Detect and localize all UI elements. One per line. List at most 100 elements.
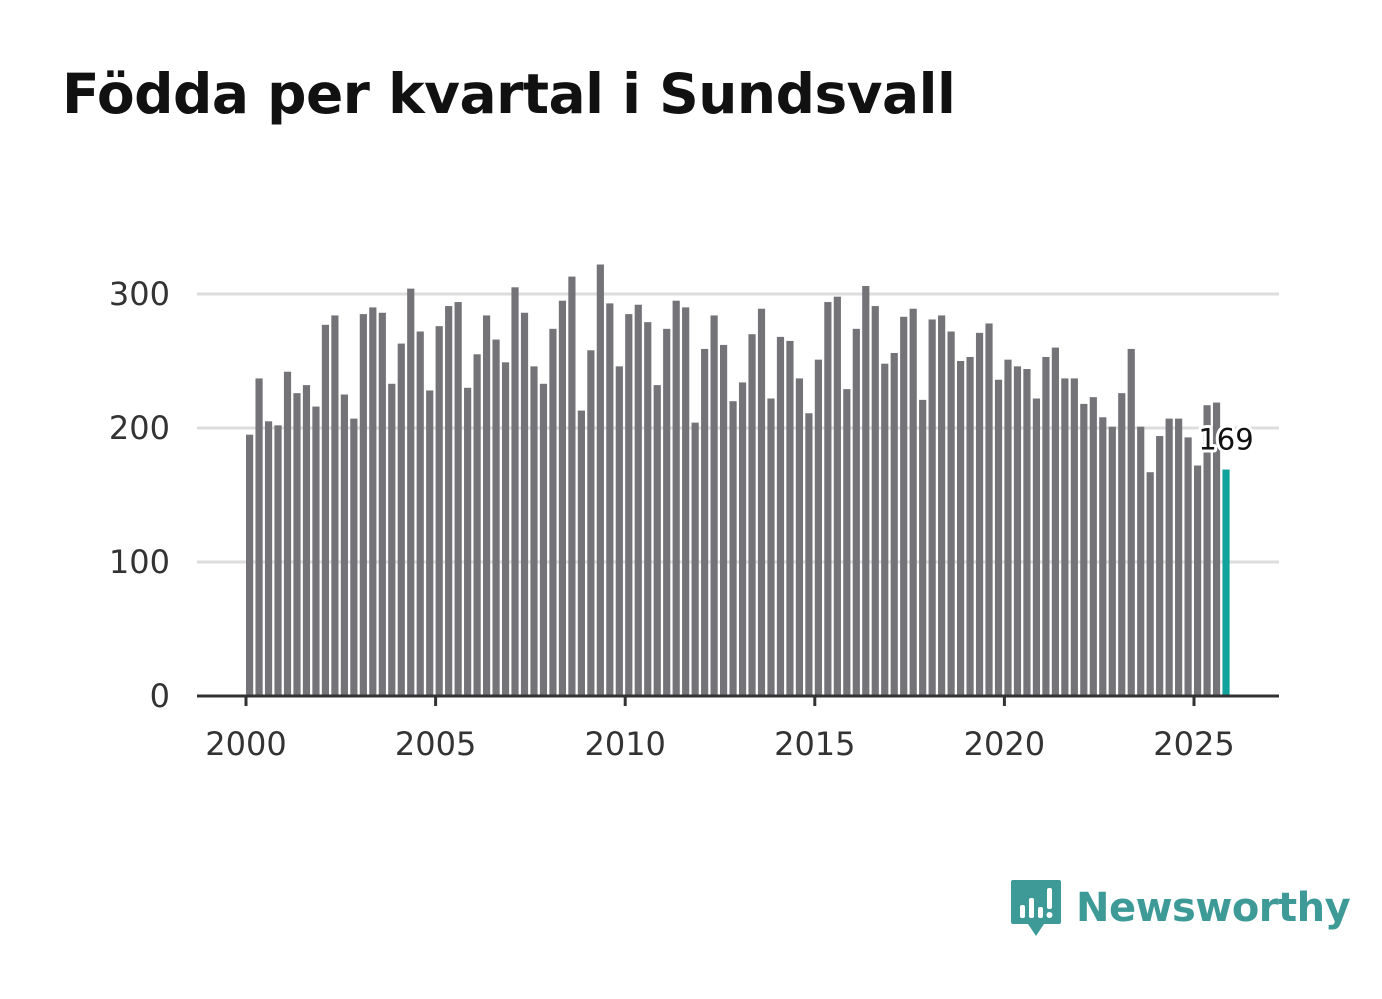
- bar: [824, 302, 832, 696]
- brand-name: Newsworthy: [1076, 885, 1351, 931]
- bar: [814, 359, 822, 696]
- bar: [321, 324, 330, 696]
- bar: [767, 398, 775, 696]
- bar: [492, 339, 500, 696]
- bar: [1070, 378, 1078, 696]
- bar-highlighted: [1222, 469, 1230, 696]
- bar: [691, 422, 699, 696]
- y-tick-label: 200: [109, 409, 170, 447]
- bar: [1146, 472, 1154, 696]
- bar: [738, 382, 747, 696]
- bar: [340, 394, 348, 696]
- y-tick-label: 100: [109, 543, 170, 581]
- bar: [483, 315, 491, 696]
- bar: [464, 387, 472, 696]
- bar: [701, 348, 709, 696]
- x-tick-label: 2020: [964, 725, 1045, 763]
- bar: [1061, 378, 1069, 696]
- bar: [520, 312, 529, 696]
- bar: [871, 306, 879, 696]
- bar: [748, 334, 756, 696]
- bar: [1099, 417, 1107, 696]
- bar: [350, 418, 358, 696]
- x-tick-label: 2010: [584, 725, 665, 763]
- bar: [1137, 426, 1145, 696]
- bar: [710, 315, 718, 696]
- bar: [283, 371, 292, 696]
- bar: [1032, 398, 1041, 696]
- bar: [1194, 465, 1202, 696]
- bar: [1042, 356, 1050, 696]
- bar: [663, 328, 671, 696]
- y-tick-label: 300: [109, 275, 170, 313]
- bar: [596, 264, 604, 696]
- bar: [653, 385, 661, 696]
- bar: [881, 363, 889, 696]
- bar: [293, 393, 301, 696]
- bar: [435, 326, 443, 696]
- bar: [909, 308, 917, 696]
- bar: [302, 385, 311, 696]
- bars: [246, 264, 1230, 696]
- bar: [985, 323, 993, 696]
- bar: [843, 389, 851, 696]
- bar: [928, 319, 936, 696]
- bar: [274, 425, 282, 696]
- bar: [445, 306, 453, 696]
- bar: [957, 361, 965, 696]
- bar: [786, 340, 794, 696]
- x-tick-label: 2015: [774, 725, 855, 763]
- last-value-label: 169: [1198, 423, 1253, 457]
- bar: [1165, 418, 1173, 696]
- bar: [1089, 397, 1097, 696]
- bar: [407, 288, 415, 696]
- bar: [682, 307, 690, 696]
- bar: [833, 296, 841, 696]
- bar: [1051, 347, 1059, 696]
- bar: [757, 308, 766, 696]
- bar: [558, 300, 567, 696]
- bar: [577, 410, 585, 696]
- bar: [539, 383, 548, 696]
- bar: [795, 378, 804, 696]
- bar: [966, 356, 974, 696]
- bar: [1184, 437, 1192, 696]
- bar: [1118, 393, 1126, 696]
- bar: [1004, 359, 1012, 696]
- bar: [416, 331, 424, 696]
- bar: [634, 304, 642, 696]
- bar: [606, 303, 614, 696]
- bar: [947, 331, 955, 696]
- bar: [264, 421, 273, 696]
- bar: [397, 343, 405, 696]
- bar: [644, 322, 652, 696]
- bar: [501, 362, 510, 696]
- bar: [312, 406, 320, 696]
- bar: [426, 390, 434, 696]
- bar: [729, 401, 737, 696]
- bar: [549, 328, 557, 696]
- bar: [587, 350, 595, 696]
- bar: [862, 285, 870, 696]
- y-tick-label: 0: [150, 677, 170, 715]
- bar: [900, 316, 908, 696]
- bar: [378, 312, 386, 696]
- bar: [890, 352, 898, 696]
- bar: [975, 332, 984, 696]
- bar: [1023, 369, 1031, 696]
- newsworthy-logo-icon: [1011, 880, 1061, 936]
- bar: [805, 413, 813, 696]
- bar: [454, 302, 462, 696]
- bar: [1013, 366, 1022, 696]
- bar: [625, 314, 633, 696]
- bar: [568, 276, 576, 696]
- bar: [511, 287, 519, 696]
- gridlines: [197, 292, 1279, 564]
- bar: [919, 399, 927, 696]
- bar: [938, 315, 946, 696]
- bar: [1212, 402, 1221, 696]
- bar: [1108, 426, 1116, 696]
- bar: [1175, 418, 1183, 696]
- bar: [1203, 405, 1211, 696]
